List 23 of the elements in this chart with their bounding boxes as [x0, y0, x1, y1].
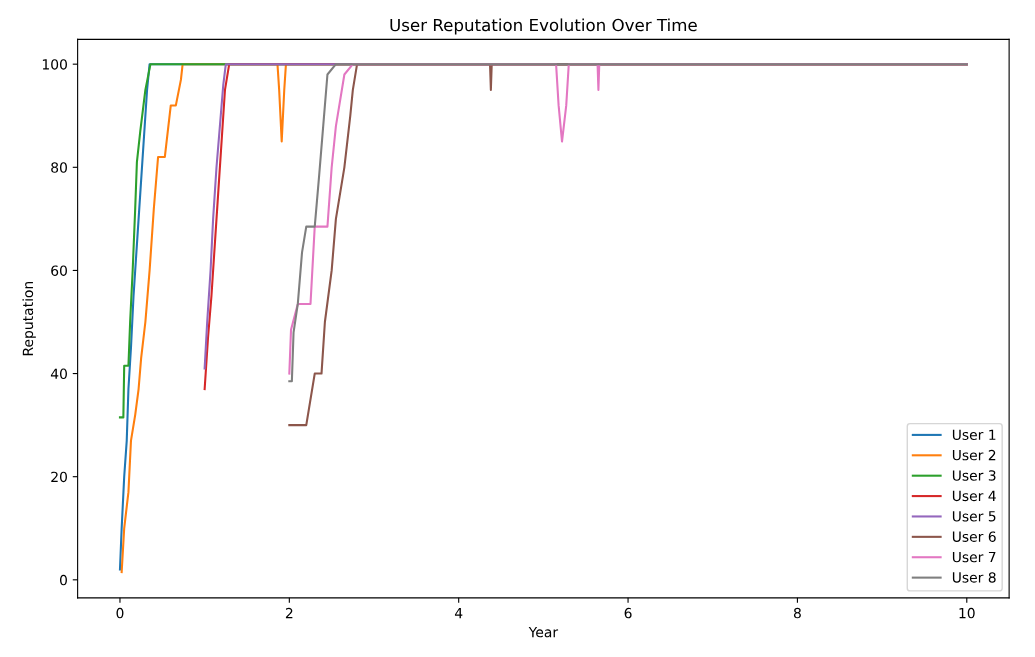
- x-tick-label: 10: [959, 607, 975, 619]
- legend-label: User 6: [952, 531, 996, 542]
- legend-label: User 1: [952, 429, 996, 440]
- legend-label: User 7: [952, 551, 996, 563]
- legend-label: User 4: [952, 490, 996, 502]
- y-tick-label: 100: [42, 59, 67, 70]
- legend-label: User 2: [952, 449, 996, 461]
- x-tick-label: 0: [116, 607, 124, 619]
- x-tick-label: 4: [454, 608, 463, 619]
- y-tick-label: 80: [51, 162, 67, 173]
- chart-title: User Reputation Evolution Over Time: [390, 18, 697, 35]
- y-tick-label: 60: [51, 265, 67, 276]
- legend-label: User 5: [952, 511, 996, 522]
- x-axis-title: Year: [528, 627, 559, 638]
- x-tick-label: 2: [285, 607, 293, 619]
- y-tick-label: 40: [50, 368, 67, 380]
- x-tick-label: 6: [624, 607, 632, 619]
- y-tick-label: 0: [59, 574, 67, 586]
- legend-label: User 8: [952, 572, 996, 583]
- y-axis-title: Reputation: [22, 281, 36, 356]
- y-tick-label: 20: [51, 471, 67, 483]
- legend-label: User 3: [952, 470, 996, 481]
- x-tick-label: 8: [793, 607, 801, 619]
